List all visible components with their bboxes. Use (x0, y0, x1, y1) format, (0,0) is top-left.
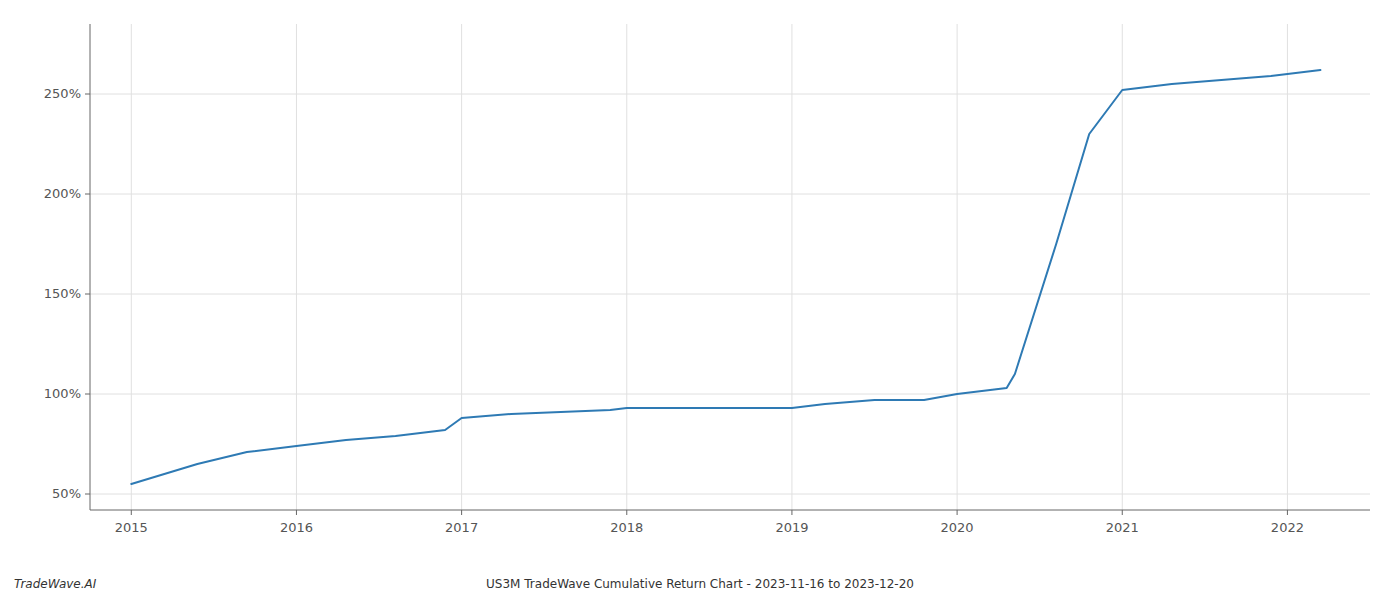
y-axis-line (90, 24, 91, 510)
x-tick-label: 2015 (115, 520, 148, 535)
y-grid-line (90, 94, 1370, 95)
chart-container: 50% 100% 150% 200% 250% 2015 2016 2017 2018 2019 2… (0, 0, 1400, 600)
x-axis-line (90, 510, 1370, 511)
x-grid-line (1287, 24, 1288, 510)
plot-area (131, 70, 1320, 484)
x-tick-label: 2018 (610, 520, 643, 535)
x-tick-label: 2020 (941, 520, 974, 535)
line (131, 70, 1320, 484)
axes: 50% 100% 150% 200% 250% 2015 2016 2017 2018 2019 2… (44, 24, 1370, 535)
x-tick-label: 2016 (280, 520, 313, 535)
x-grid-line (461, 24, 462, 510)
x-tick (296, 510, 297, 515)
y-tick (85, 494, 90, 495)
x-tick (1287, 510, 1288, 515)
y-tick-label: 250% (44, 86, 81, 101)
grid (90, 24, 1370, 510)
y-grid-line (90, 494, 1370, 495)
x-grid-line (791, 24, 792, 510)
y-grid-line (90, 394, 1370, 395)
title: US3M TradeWave Cumulative Return Chart -… (486, 577, 914, 591)
y-tick-label: 150% (44, 286, 81, 301)
y-tick (85, 394, 90, 395)
x-tick (461, 510, 462, 515)
y-grid-line (90, 194, 1370, 195)
x-grid-line (1122, 24, 1123, 510)
y-tick (85, 194, 90, 195)
x-grid-line (296, 24, 297, 510)
footer-left: TradeWave.AI (14, 577, 97, 591)
y-tick (85, 294, 90, 295)
chart-svg: 50% 100% 150% 200% 250% 2015 2016 2017 2018 2019 2… (0, 0, 1400, 600)
x-tick (626, 510, 627, 515)
x-tick (131, 510, 132, 515)
x-tick (791, 510, 792, 515)
x-tick-label: 2019 (775, 520, 808, 535)
x-tick-label: 2021 (1106, 520, 1139, 535)
y-grid-line (90, 294, 1370, 295)
x-grid-line (626, 24, 627, 510)
y-tick-label: 200% (44, 186, 81, 201)
x-grid-line (957, 24, 958, 510)
x-tick (1122, 510, 1123, 515)
y-tick-label: 50% (52, 486, 81, 501)
page: {"chart_data": {"type": "line", "title":… (0, 0, 1400, 600)
x-tick-label: 2017 (445, 520, 478, 535)
x-grid-line (131, 24, 132, 510)
y-tick (85, 94, 90, 95)
y-tick-label: 100% (44, 386, 81, 401)
x-tick (957, 510, 958, 515)
texts: TradeWave.AI US3M TradeWave Cumulative Re… (14, 577, 914, 591)
x-tick-label: 2022 (1271, 520, 1304, 535)
